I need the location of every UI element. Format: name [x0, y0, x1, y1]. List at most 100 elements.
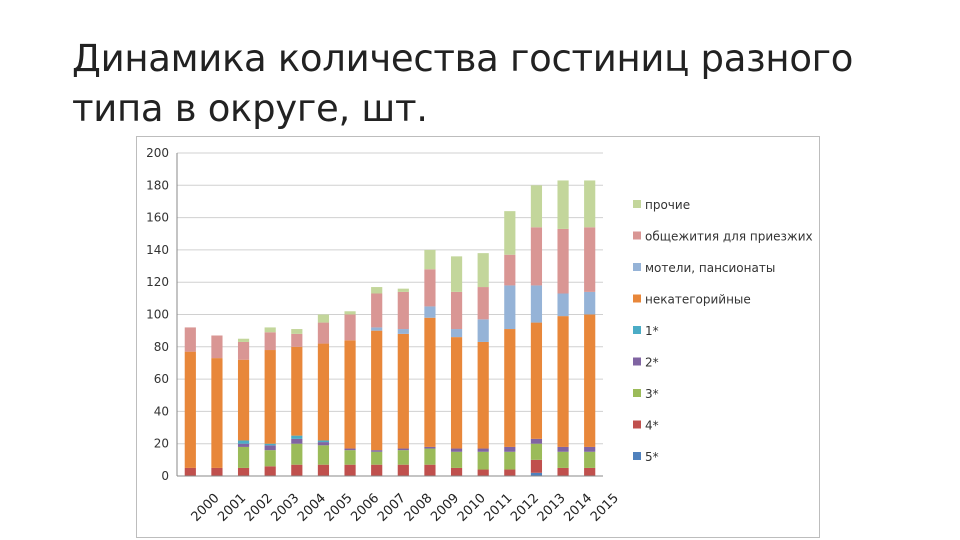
bar-segment — [530, 472, 543, 476]
bar-segment — [424, 249, 436, 270]
bar-segment — [371, 293, 383, 328]
legend: прочие общежития для приезжих мотели, панс… — [633, 198, 813, 464]
bar-segment — [344, 450, 356, 465]
bar-segment — [291, 329, 303, 334]
y-tick-label: 140 — [146, 243, 169, 257]
bar-segment — [237, 341, 250, 360]
stacked-bar-chart: 0204060801001201401601802002000200120022… — [146, 146, 813, 525]
bar-segment — [504, 469, 516, 476]
bar-segment — [317, 442, 330, 446]
bar-segment — [450, 448, 463, 452]
bar-segment — [371, 330, 383, 451]
legend-label: 4* — [645, 419, 659, 433]
bar-segment — [317, 464, 330, 476]
x-tick-label: 2003 — [268, 491, 302, 525]
bar-segment — [450, 291, 463, 330]
bar-segment — [371, 327, 383, 331]
bar-segment — [237, 467, 250, 476]
bar-segment — [264, 450, 276, 467]
bar-segment — [424, 464, 436, 476]
y-tick-label: 40 — [154, 404, 169, 418]
bar-segment — [291, 438, 303, 444]
bar-segment — [584, 446, 596, 452]
bar-segment — [557, 180, 569, 229]
y-tick-label: 100 — [146, 308, 169, 322]
bar-segment — [397, 464, 409, 476]
y-tick-label: 60 — [154, 372, 169, 386]
x-tick-label: 2013 — [535, 491, 569, 525]
bar-segment — [344, 340, 356, 449]
bar-segment — [371, 450, 383, 452]
x-tick-label: 2004 — [295, 491, 329, 525]
bar-segment — [504, 285, 516, 330]
x-tick-label: 2008 — [402, 491, 436, 525]
x-tick-label: 2014 — [561, 491, 595, 525]
bar-segment — [424, 269, 436, 307]
bar-segment — [477, 253, 489, 288]
x-tick-label: 2012 — [508, 491, 542, 525]
x-tick-label: 2002 — [242, 491, 276, 525]
bar-segment — [291, 333, 303, 347]
chart-frame: 0 20 40 60 80 100 120 140 160 180 200 2000 2001 2002 2… — [136, 136, 820, 538]
bar-segment — [371, 287, 383, 294]
bar-segment — [317, 314, 330, 323]
bar-segment — [584, 291, 596, 315]
x-tick-label: 2000 — [189, 491, 223, 525]
bar-segment — [264, 332, 276, 351]
bar-segment — [424, 446, 436, 449]
bars-layer — [184, 180, 596, 476]
bar-segment — [317, 322, 330, 344]
bar-segment — [584, 467, 596, 476]
legend-swatch — [633, 263, 641, 271]
bar-segment — [557, 446, 569, 452]
y-tick-label: 20 — [154, 437, 169, 451]
bar-segment — [397, 329, 409, 334]
legend-swatch — [633, 231, 641, 240]
bar-segment — [504, 451, 516, 470]
bar-segment — [477, 451, 489, 470]
legend-label: прочие — [645, 198, 690, 212]
bar-segment — [530, 227, 543, 286]
bar-segment — [237, 338, 250, 342]
bar-segment — [317, 445, 330, 465]
x-tick-label: 2015 — [588, 491, 622, 525]
bar-segment — [450, 467, 463, 476]
bar-segment — [450, 451, 463, 468]
bar-segment — [424, 306, 436, 318]
bar-segment — [584, 227, 596, 292]
bar-segment — [264, 445, 276, 451]
bar-segment — [530, 185, 543, 228]
bar-segment — [477, 319, 489, 342]
legend-label: 5* — [645, 450, 659, 464]
y-tick-label: 180 — [146, 178, 169, 192]
legend-swatch — [633, 357, 641, 366]
y-tick-label: 120 — [146, 275, 169, 289]
bar-segment — [397, 450, 409, 465]
bar-segment — [477, 287, 489, 320]
bar-segment — [317, 440, 330, 443]
bar-segment — [557, 451, 569, 468]
y-tick-label: 0 — [161, 469, 169, 483]
bar-segment — [557, 228, 569, 294]
bar-segment — [184, 351, 196, 468]
bar-segment — [504, 211, 516, 255]
bar-segment — [397, 291, 409, 330]
bar-segment — [477, 448, 489, 452]
bar-segment — [557, 293, 569, 317]
bar-segment — [584, 451, 596, 468]
bar-segment — [344, 464, 356, 476]
bar-segment — [584, 314, 596, 447]
x-tick-label: 2006 — [348, 491, 382, 525]
bar-segment — [211, 358, 223, 468]
bar-segment — [504, 446, 516, 452]
legend-label: некатегорийные — [645, 293, 751, 307]
bar-segment — [184, 467, 196, 476]
bar-segment — [530, 285, 543, 323]
bar-segment — [504, 254, 516, 286]
bar-segment — [291, 464, 303, 476]
y-tick-label: 80 — [154, 340, 169, 354]
legend-swatch — [633, 294, 641, 303]
bar-segment — [530, 322, 543, 439]
bar-segment — [264, 327, 276, 333]
bar-segment — [530, 443, 543, 460]
